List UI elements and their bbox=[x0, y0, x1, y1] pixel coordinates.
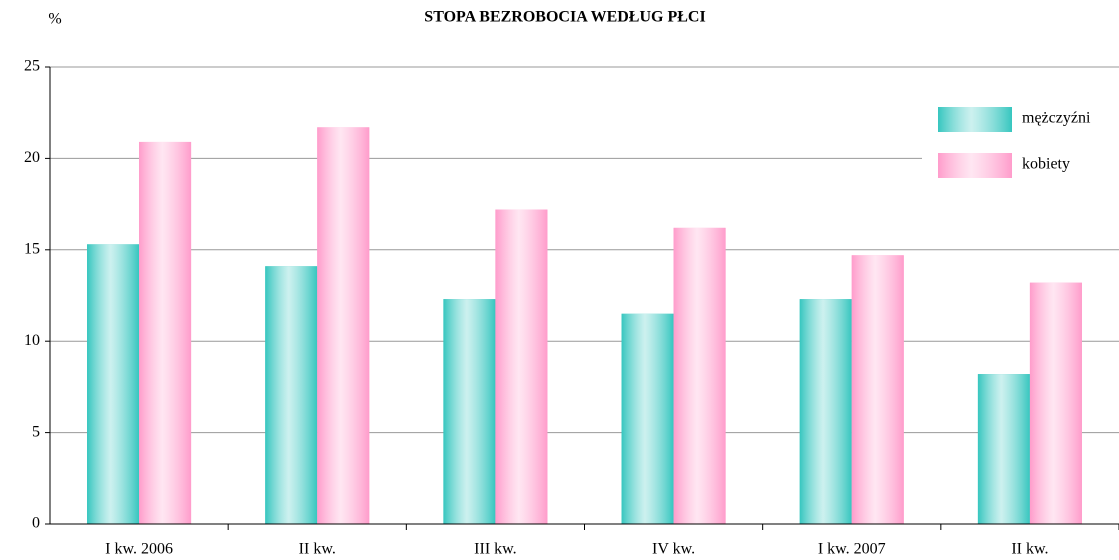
y-axis-label: % bbox=[48, 11, 61, 28]
y-tick-label: 25 bbox=[24, 58, 40, 75]
legend-label: kobiety bbox=[1022, 156, 1070, 173]
x-tick-label: III kw. bbox=[474, 541, 517, 558]
bar-shade bbox=[977, 374, 1030, 524]
legend-box bbox=[922, 85, 1119, 195]
bar-shade bbox=[495, 209, 548, 525]
x-tick-label: II kw. bbox=[1011, 541, 1048, 558]
bar-shade bbox=[317, 127, 370, 524]
x-tick-label: IV kw. bbox=[652, 541, 695, 558]
bar-shade bbox=[851, 255, 904, 524]
legend-label: mężczyźni bbox=[1022, 110, 1091, 127]
bar-shade bbox=[265, 266, 318, 524]
y-tick-label: 10 bbox=[24, 332, 40, 349]
y-tick-label: 15 bbox=[24, 240, 40, 257]
chart-title: STOPA BEZROBOCIA WEDŁUG PŁCI bbox=[424, 9, 705, 26]
x-tick-label: II kw. bbox=[299, 541, 336, 558]
bar-shade bbox=[673, 227, 726, 524]
y-tick-label: 20 bbox=[24, 149, 40, 166]
bar-shade bbox=[87, 244, 140, 525]
bar-shade bbox=[443, 299, 496, 524]
y-tick-label: 5 bbox=[32, 423, 40, 440]
x-tick-label: I kw. 2007 bbox=[818, 541, 886, 558]
y-tick-label: 0 bbox=[32, 515, 40, 532]
bar-shade bbox=[139, 141, 192, 524]
bar-shade bbox=[799, 299, 852, 524]
legend-swatch-shade bbox=[938, 153, 1012, 178]
legend-swatch-shade bbox=[938, 107, 1012, 132]
bar-shade bbox=[1029, 282, 1082, 524]
x-tick-label: I kw. 2006 bbox=[105, 541, 173, 558]
bar-shade bbox=[621, 313, 674, 524]
